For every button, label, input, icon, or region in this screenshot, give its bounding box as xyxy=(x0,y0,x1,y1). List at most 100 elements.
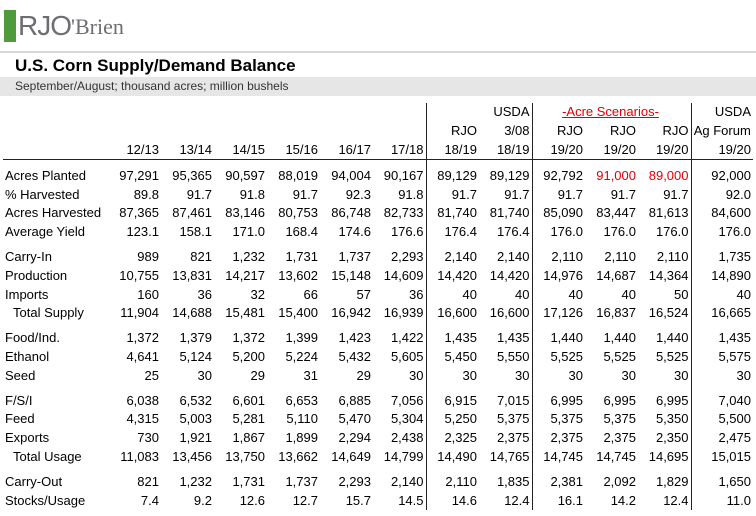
value-cell: 5,525 xyxy=(531,347,585,367)
value-cell: 1,867 xyxy=(232,430,265,446)
value-cell: 2,293 xyxy=(338,473,371,489)
header-cell xyxy=(161,122,214,141)
value-cell: 1,835 xyxy=(496,473,530,489)
value-cell: 31 xyxy=(303,367,318,383)
value-cell: 91,000 xyxy=(596,167,636,183)
value-cell: 1,440 xyxy=(531,328,585,348)
spacer xyxy=(690,466,753,473)
value-cell: 91.7 xyxy=(186,186,212,202)
value-cell: 92.3 xyxy=(345,186,371,202)
value-cell: 7,015 xyxy=(496,392,530,408)
row: 12/13 13/14 14/15 15/16 16/17 17/18 18/19 18/19… xyxy=(3,140,753,161)
logo-mark: RJO xyxy=(18,10,72,41)
subtitle: September/August; thousand acres; millio… xyxy=(0,77,756,96)
header-cell xyxy=(425,103,479,122)
row-label: Production xyxy=(5,267,68,283)
spacer xyxy=(531,159,585,167)
corner xyxy=(3,103,108,122)
value-cell: 40 xyxy=(690,285,753,304)
value-cell: 7.4 xyxy=(140,492,159,508)
value-cell: 29 xyxy=(250,367,265,383)
corner xyxy=(3,122,108,141)
header-cell xyxy=(161,103,214,122)
row: Total Usage 11,083 13,456 13,750 13,662 14,64… xyxy=(3,447,753,467)
row-label: % Harvested xyxy=(5,186,80,202)
row: Carry-Out 821 1,232 1,731 1,737 2,293 2,140 2,1… xyxy=(3,472,753,492)
row-label: Acres Planted xyxy=(5,167,86,183)
header-cell: 3/08 xyxy=(504,123,530,139)
row-label: Ethanol xyxy=(5,348,50,364)
value-cell: 15,400 xyxy=(278,305,318,321)
row-label: F/S/I xyxy=(5,392,33,408)
value-cell: 1,379 xyxy=(179,330,212,346)
value-cell: 16,524 xyxy=(648,305,689,321)
spacer xyxy=(425,322,479,329)
value-cell: 2,140 xyxy=(496,248,530,264)
value-cell: 14.2 xyxy=(610,492,636,508)
value-cell: 730 xyxy=(137,430,159,446)
value-cell: 81,740 xyxy=(489,205,530,221)
row-label: Stocks/Usage xyxy=(5,492,86,508)
value-cell: 29 xyxy=(356,367,371,383)
header-cell: RJO xyxy=(531,121,585,141)
value-cell: 81,740 xyxy=(425,203,479,223)
value-cell: 14,420 xyxy=(489,267,530,283)
value-cell: 12.7 xyxy=(292,492,318,508)
row-label: Total Usage xyxy=(13,448,82,464)
value-cell: 30 xyxy=(690,366,753,386)
value-cell: 5,605 xyxy=(390,348,424,364)
value-cell: 14,687 xyxy=(596,267,636,283)
row-label: Exports xyxy=(5,430,50,446)
value-cell: 5,200 xyxy=(232,348,265,364)
value-cell: 2,110 xyxy=(531,247,585,267)
value-cell: 14,649 xyxy=(331,448,371,464)
value-cell: 88,019 xyxy=(278,167,318,183)
value-cell: 1,737 xyxy=(285,473,318,489)
value-cell: 158.1 xyxy=(179,224,212,240)
value-cell: 89.8 xyxy=(133,186,159,202)
value-cell: 15,148 xyxy=(331,267,371,283)
value-cell: 1,435 xyxy=(690,328,753,348)
value-cell: 11,083 xyxy=(120,448,159,464)
value-cell: 176.0 xyxy=(603,224,636,240)
spacer xyxy=(425,159,479,167)
value-cell: 14,364 xyxy=(648,267,689,283)
value-cell: 91.7 xyxy=(292,186,318,202)
value-cell: 6,653 xyxy=(285,392,318,408)
value-cell: 1,423 xyxy=(338,330,371,346)
value-cell: 5,224 xyxy=(285,348,318,364)
value-cell: 25 xyxy=(144,367,159,383)
value-cell: 2,350 xyxy=(655,430,689,446)
balance-table: USDA -Acre Scenarios- USDA RJO 3/08 RJO RJO RJO… xyxy=(3,103,753,510)
value-cell: 1,650 xyxy=(690,472,753,492)
value-cell: 81,613 xyxy=(648,205,689,221)
value-cell: 13,831 xyxy=(172,267,212,283)
header-cell xyxy=(108,122,161,141)
value-cell: 97,291 xyxy=(119,167,159,183)
row xyxy=(3,241,753,248)
value-cell: 86,748 xyxy=(331,205,371,221)
logo: RJO 'Brien xyxy=(4,6,124,42)
value-cell: 4,641 xyxy=(126,348,159,364)
value-cell: 14,799 xyxy=(383,448,424,464)
row-label: Total Supply xyxy=(13,305,84,321)
value-cell: 2,375 xyxy=(496,430,530,446)
value-cell: 1,440 xyxy=(655,330,689,346)
value-cell: 13,750 xyxy=(225,448,265,464)
value-cell: 1,899 xyxy=(285,430,318,446)
value-cell: 5,470 xyxy=(338,411,371,427)
value-cell: 15.7 xyxy=(345,492,371,508)
value-cell: 95,365 xyxy=(172,167,212,183)
row-label: Seed xyxy=(5,367,36,383)
row: Acres Harvested 87,365 87,461 83,146 80,753 8… xyxy=(3,203,753,223)
value-cell: 174.6 xyxy=(338,224,371,240)
value-cell: 1,435 xyxy=(425,328,479,348)
header-cell: 19/20 xyxy=(690,140,753,161)
value-cell: 1,829 xyxy=(655,473,689,489)
value-cell: 50 xyxy=(674,286,689,302)
value-cell: 30 xyxy=(425,366,479,386)
value-cell: 5,304 xyxy=(390,411,424,427)
value-cell: 9.2 xyxy=(193,492,212,508)
row-label: Carry-Out xyxy=(5,473,63,489)
